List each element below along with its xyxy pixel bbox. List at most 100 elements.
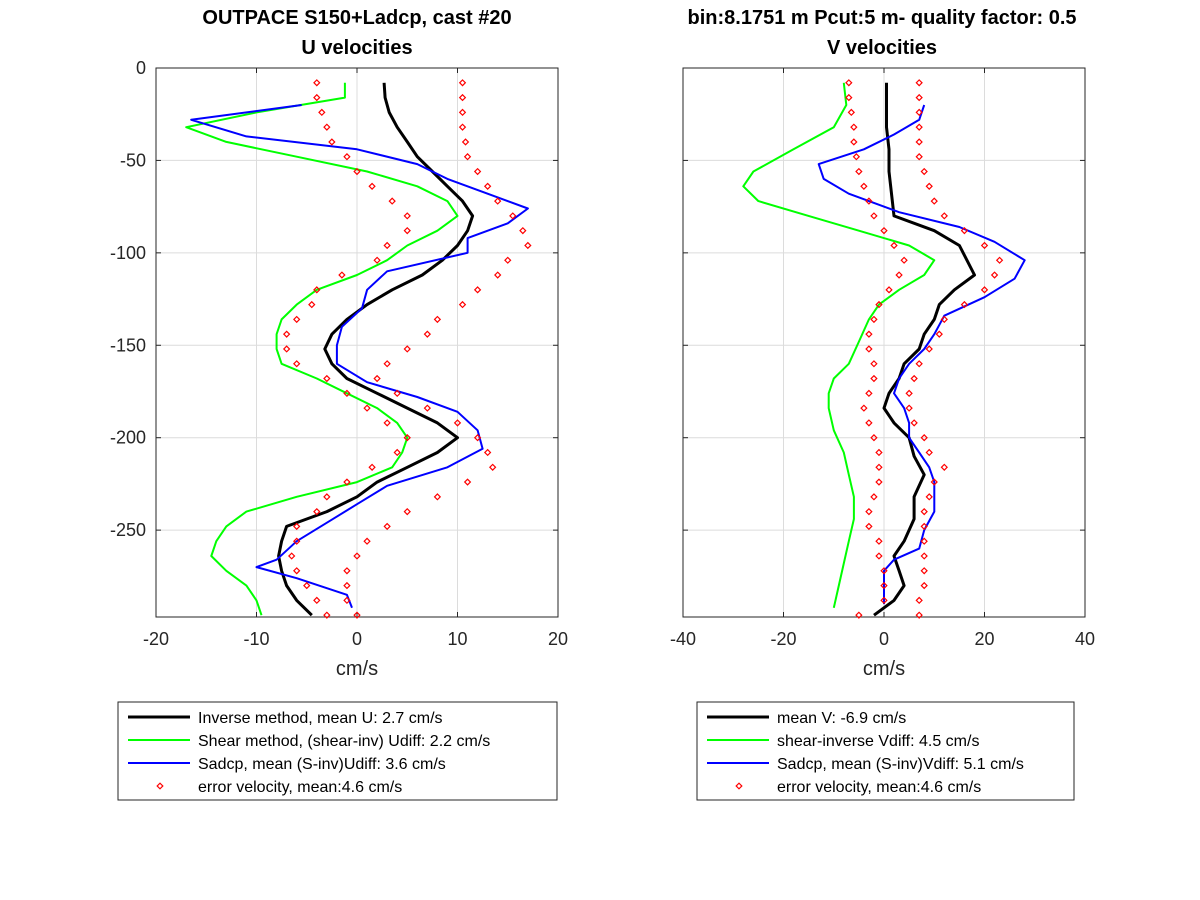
x-tick-label: 0 [352,629,362,649]
error-velocity-point [875,448,883,457]
error-velocity-point [920,567,928,575]
error-velocity-point [433,493,442,501]
error-velocity-point [293,360,301,368]
error-velocity-point [980,286,989,294]
error-velocity-point [353,552,361,560]
error-velocity-point [915,108,923,117]
error-velocity-point [880,596,888,605]
error-velocity-point [458,300,467,309]
error-velocity-point [524,241,532,250]
error-velocity-point [494,197,502,205]
error-velocity-point [870,434,878,442]
error-velocity-point [323,123,331,131]
error-velocity-point [920,537,928,545]
series-line-1 [742,82,936,609]
error-velocity-point [383,419,391,427]
error-velocity-point [915,123,923,131]
error-velocity-point [368,182,376,190]
error-velocity-point [850,138,858,146]
y-tick-label: -200 [110,428,146,448]
legend-entry: Shear method, (shear-inv) Udiff: 2.2 cm/… [198,733,490,750]
error-velocity-point [453,419,462,427]
error-velocity-point [930,478,938,486]
error-velocity-point [875,552,883,560]
error-velocity-point [343,581,351,590]
error-velocity-point [875,300,883,309]
error-velocity-point [960,300,969,309]
error-velocity-point [920,522,928,531]
error-velocity-point [483,182,492,190]
error-velocity-point [995,256,1004,264]
error-velocity-point [865,345,873,353]
y-tick-label: -150 [110,335,146,355]
error-velocity-point [925,493,933,501]
error-velocity-point [880,226,888,235]
error-velocity-point [925,345,933,353]
error-velocity-point [403,507,411,516]
error-velocity-point [900,256,908,264]
error-velocity-point [925,448,933,457]
error-velocity-point [895,271,903,279]
series-line-2 [190,104,529,609]
x-tick-label: -20 [143,629,169,649]
series-line-2 [817,104,1026,605]
error-velocity-point [860,182,868,190]
error-velocity-point [343,596,351,605]
grid-lines [683,68,1085,617]
error-velocity-point [403,345,411,353]
error-velocity-point [383,241,391,250]
error-velocity-point [323,611,331,619]
error-velocity-point [865,330,873,338]
error-velocity-point [463,153,472,161]
error-velocity-point [458,79,467,87]
legend-entry: Inverse method, mean U: 2.7 cm/s [198,710,443,727]
error-velocity-point [313,596,321,605]
error-velocity-point [293,315,301,324]
legend: mean V: -6.9 cm/s shear-inverse Vdiff: 4.… [696,701,1075,801]
x-tick-label: 10 [447,629,467,649]
error-velocity-point [940,212,948,220]
error-velocity-point [458,123,467,131]
x-tick-label: 20 [548,629,568,649]
error-velocity-point [925,182,933,190]
error-velocity-point [920,507,928,516]
error-velocity-point [393,389,401,398]
error-velocity-point [368,463,376,471]
error-velocity-point [990,271,999,279]
error-velocity-point [313,507,321,516]
error-velocity-point [915,360,923,368]
error-velocity-point [852,153,861,161]
error-velocity-point [920,552,928,560]
error-velocity-point [930,197,938,205]
error-velocity-point [483,448,492,457]
error-velocity-point [423,404,432,412]
error-velocity-point [363,404,371,412]
error-velocity-point [915,153,923,161]
error-velocity-point [890,241,898,250]
error-velocity-point [960,226,969,235]
error-velocity-point [850,123,858,131]
error-velocity-point [875,478,883,486]
error-velocity-point [870,212,878,220]
error-velocity-point [343,153,351,161]
error-velocity-point [910,419,918,427]
error-velocity-point [880,567,888,575]
plot-area [742,79,1026,619]
chart-u-velocities: OUTPACE S150+Ladcp, cast #20 U velocitie… [110,7,568,801]
error-velocity-point [343,567,351,575]
error-velocity-point [870,315,878,324]
error-velocity-point [383,360,391,368]
chart-title: OUTPACE S150+Ladcp, cast #20 [202,7,511,29]
error-velocity-point [870,493,878,501]
error-velocity-point [293,537,301,545]
error-velocity-point [363,537,371,545]
error-velocity-point [287,552,296,560]
error-velocity-point [855,611,863,619]
error-velocity-point [313,79,321,87]
error-velocity-point [461,138,470,146]
x-axis-label: cm/s [863,658,905,680]
error-velocity-point [980,241,989,250]
error-velocity-point [473,286,482,294]
error-velocity-point [855,167,863,176]
error-velocity-point [473,167,482,176]
